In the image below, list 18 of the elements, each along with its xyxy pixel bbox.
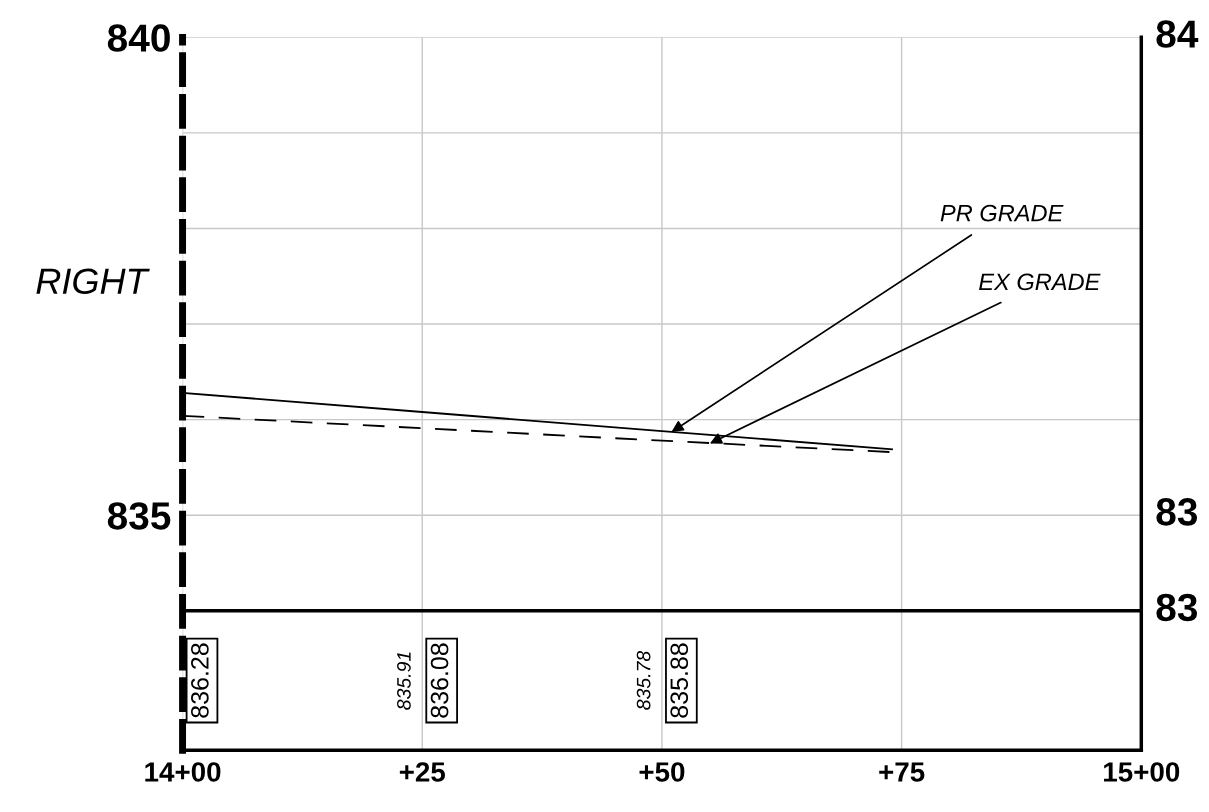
y-tick-label: 835 (107, 502, 171, 530)
x-tick-label: +50 (639, 762, 685, 782)
text: 83 (1156, 593, 1198, 622)
x-tick-label: 14+00 (145, 762, 221, 782)
text: 84 (1156, 20, 1199, 48)
annotation: 836.08 (430, 643, 449, 718)
annotation: 835.88 (670, 643, 689, 718)
text: 83 (1156, 498, 1198, 526)
x-tick-label: +75 (879, 762, 925, 782)
annotation: PR GRADE (940, 204, 1064, 222)
y-axis-title: RIGHT (36, 268, 150, 294)
annotation: 835.91 (397, 652, 411, 710)
x-tick-label: +25 (399, 762, 446, 782)
annotation: 835.78 (636, 650, 651, 710)
y-tick-label: 840 (107, 24, 170, 52)
x-tick-label: 15+00 (1104, 762, 1180, 782)
annotation: EX GRADE (979, 273, 1101, 291)
annotation: 836.28 (191, 643, 209, 718)
